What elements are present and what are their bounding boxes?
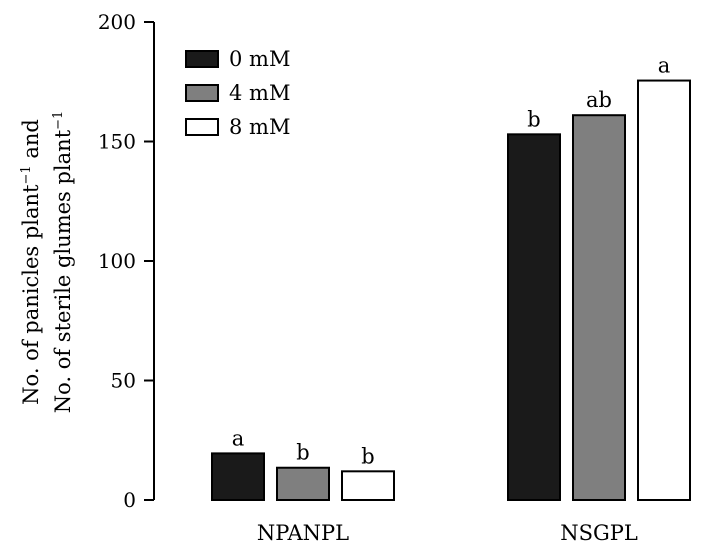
y-tick-label: 0: [123, 488, 136, 512]
bar-nsgpl-0mm: [507, 133, 561, 502]
significance-label: b: [527, 107, 540, 131]
significance-label: b: [296, 441, 309, 465]
y-tick-label: 200: [98, 10, 136, 34]
significance-label: ab: [586, 88, 612, 112]
legend-label: 8 mM: [229, 115, 290, 139]
x-axis-categories: NPANPL NSGPL: [257, 521, 638, 545]
bars: [211, 79, 691, 502]
legend-swatch: [185, 50, 219, 68]
y-axis-title-line2: No. of sterile glumes plant−1: [51, 111, 75, 414]
y-axis-title: No. of panicles plant−1 and No. of steri…: [19, 111, 75, 414]
y-tick-label: 50: [111, 369, 136, 393]
legend-label: 0 mM: [229, 47, 290, 71]
bar-nsgpl-8mm: [637, 79, 691, 502]
legend-label: 4 mM: [229, 81, 290, 105]
legend-swatch: [185, 84, 219, 102]
bar-npanpl-8mm: [341, 470, 395, 502]
bar-npanpl-0mm: [211, 452, 265, 501]
y-tick-label: 150: [98, 130, 136, 154]
legend: 0 mM 4 mM 8 mM: [185, 47, 290, 139]
significance-label: a: [232, 426, 245, 450]
legend-swatch: [185, 118, 219, 136]
significance-label: a: [658, 54, 671, 78]
y-axis: 0 50 100 150 200: [98, 10, 155, 512]
bar-npanpl-4mm: [276, 466, 330, 501]
x-category-label: NPANPL: [257, 521, 349, 545]
y-axis-title-line1: No. of panicles plant−1 and: [19, 119, 43, 405]
bar-nsgpl-4mm: [572, 114, 626, 502]
significance-label: b: [361, 444, 374, 468]
x-category-label: NSGPL: [560, 521, 638, 545]
y-tick-label: 100: [98, 249, 136, 273]
